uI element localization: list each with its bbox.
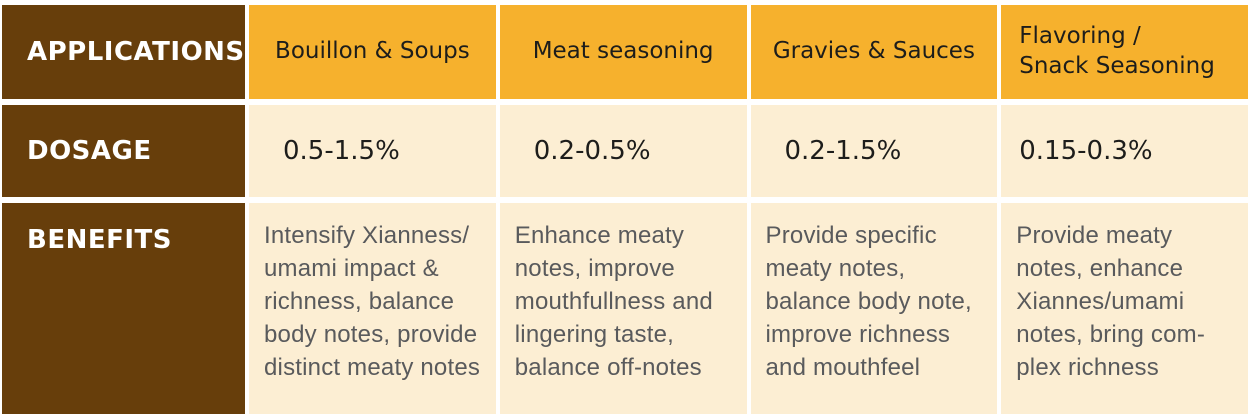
dosage-bouillon-soups: 0.5-1.5%	[249, 105, 496, 197]
row-label-benefits: BENEFITS	[2, 203, 245, 414]
benefits-gravies-sauces: Provide specific meaty notes, balance bo…	[750, 203, 998, 414]
row-label-applications: APPLICATIONS	[2, 5, 245, 99]
dosage-flavoring-snack-seasoning: 0.15-0.3%	[1001, 105, 1248, 197]
header-bouillon-soups: Bouillon & Soups	[249, 5, 496, 99]
header-meat-seasoning: Meat seasoning	[499, 5, 747, 99]
benefits-flavoring-snack-seasoning: Provide meaty notes, enhance Xiannes/uma…	[1001, 203, 1248, 414]
benefits-meat-seasoning: Enhance meaty notes, improve mouthfullne…	[499, 203, 747, 414]
row-label-dosage: DOSAGE	[2, 105, 245, 197]
dosage-gravies-sauces: 0.2-1.5%	[750, 105, 998, 197]
header-flavoring-snack-seasoning: Flavoring / Snack Seasoning	[1001, 5, 1248, 99]
benefits-bouillon-soups: Intensify Xianness/ umami impact & richn…	[249, 203, 496, 414]
header-gravies-sauces: Gravies & Sauces	[750, 5, 998, 99]
dosage-meat-seasoning: 0.2-0.5%	[499, 105, 747, 197]
